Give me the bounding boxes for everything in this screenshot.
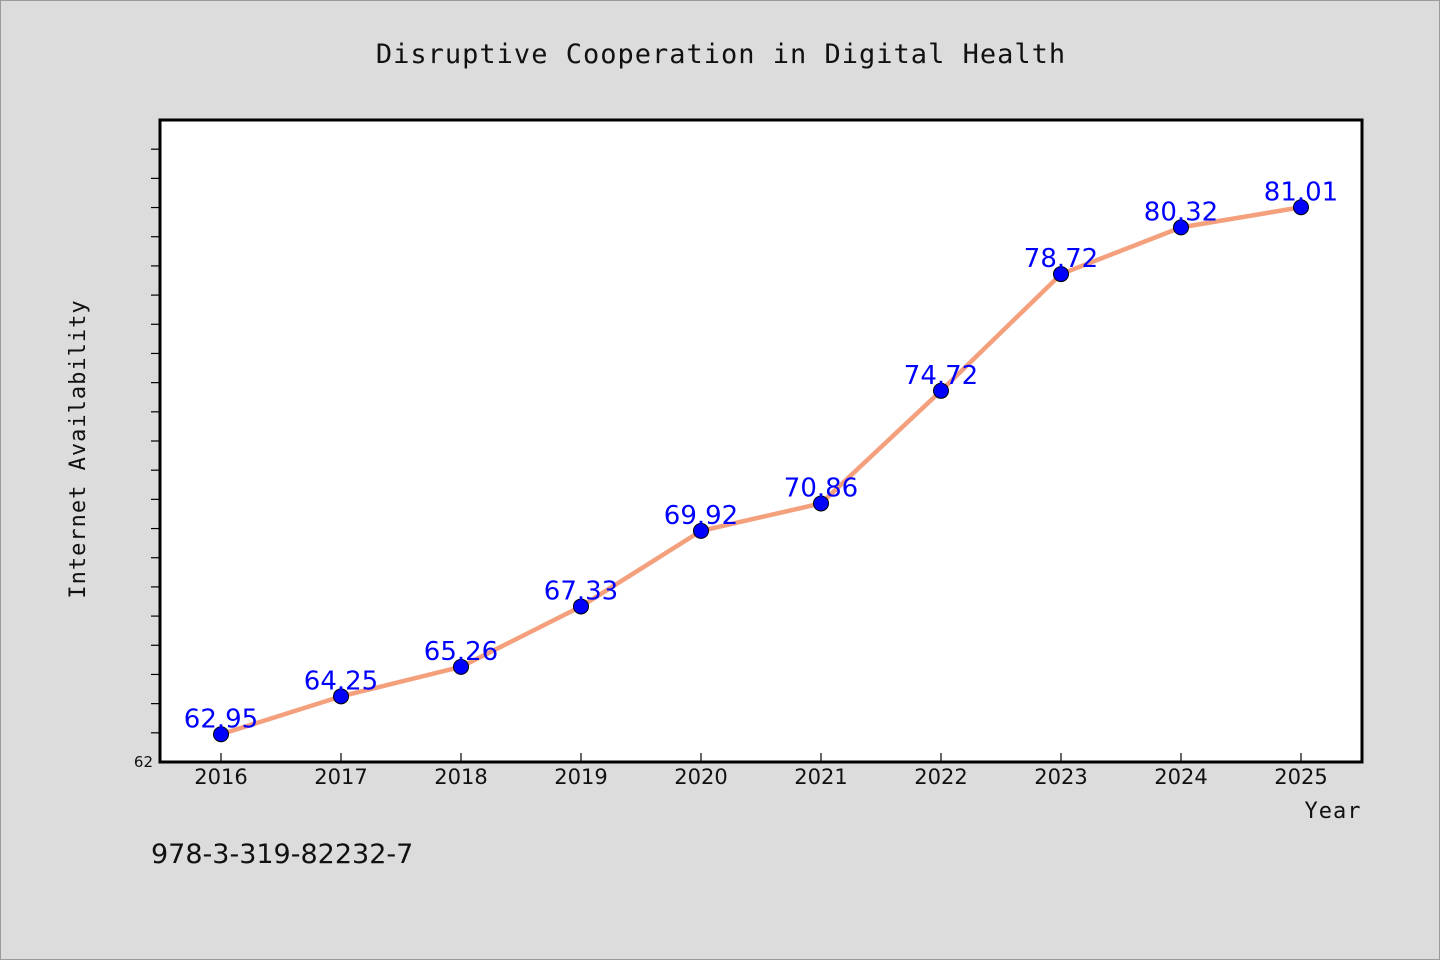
data-point [333,688,349,705]
data-labels: 62.95 64.25 65.26 67.33 69.92 70.86 74.72 78.72… [184,177,1338,734]
data-label: 78.72 [1024,244,1098,274]
data-point [933,382,949,399]
x-tick-label: 2020 [674,765,727,789]
data-label: 69.92 [664,501,738,531]
data-point [813,495,829,512]
x-tick-label: 2022 [914,765,967,789]
y-axis-label: Internet Availability [66,299,91,598]
series-line [218,205,1304,737]
data-label: 62.95 [184,704,258,734]
data-point [453,658,469,675]
y-axis-ticks [151,148,160,734]
data-label: 64.25 [304,666,378,696]
x-tick-label: 2024 [1154,765,1207,789]
x-tick-label: 2018 [434,765,487,789]
x-tick-label: 2025 [1274,765,1327,789]
data-point [573,598,589,615]
series-markers [213,199,1309,743]
x-tick-label: 2019 [554,765,607,789]
data-point [1173,219,1189,236]
data-label: 74.72 [904,361,978,391]
data-point [1053,266,1069,283]
x-tick-label: 2017 [314,765,367,789]
data-label: 67.33 [544,576,618,606]
data-label: 70.86 [784,473,858,503]
data-point [1293,199,1309,216]
data-label: 80.32 [1144,197,1218,227]
x-tick-label: 2016 [194,765,247,789]
data-point [693,522,709,539]
chart-title: Disruptive Cooperation in Digital Health [376,39,1066,70]
data-point [213,726,229,743]
y-tick-label-min: 62 [134,753,153,771]
data-label: 81.01 [1264,177,1338,207]
isbn-text: 978-3-319-82232-7 [151,839,413,870]
x-tick-label: 2023 [1034,765,1087,789]
data-label: 65.26 [424,637,498,667]
x-tick-label: 2021 [794,765,847,789]
x-axis-label: Year [1305,799,1362,824]
x-axis-ticks: 2016 2017 2018 2019 2020 2021 2022 2023 2024 2025 [194,753,1328,789]
plot-area [158,118,1364,764]
